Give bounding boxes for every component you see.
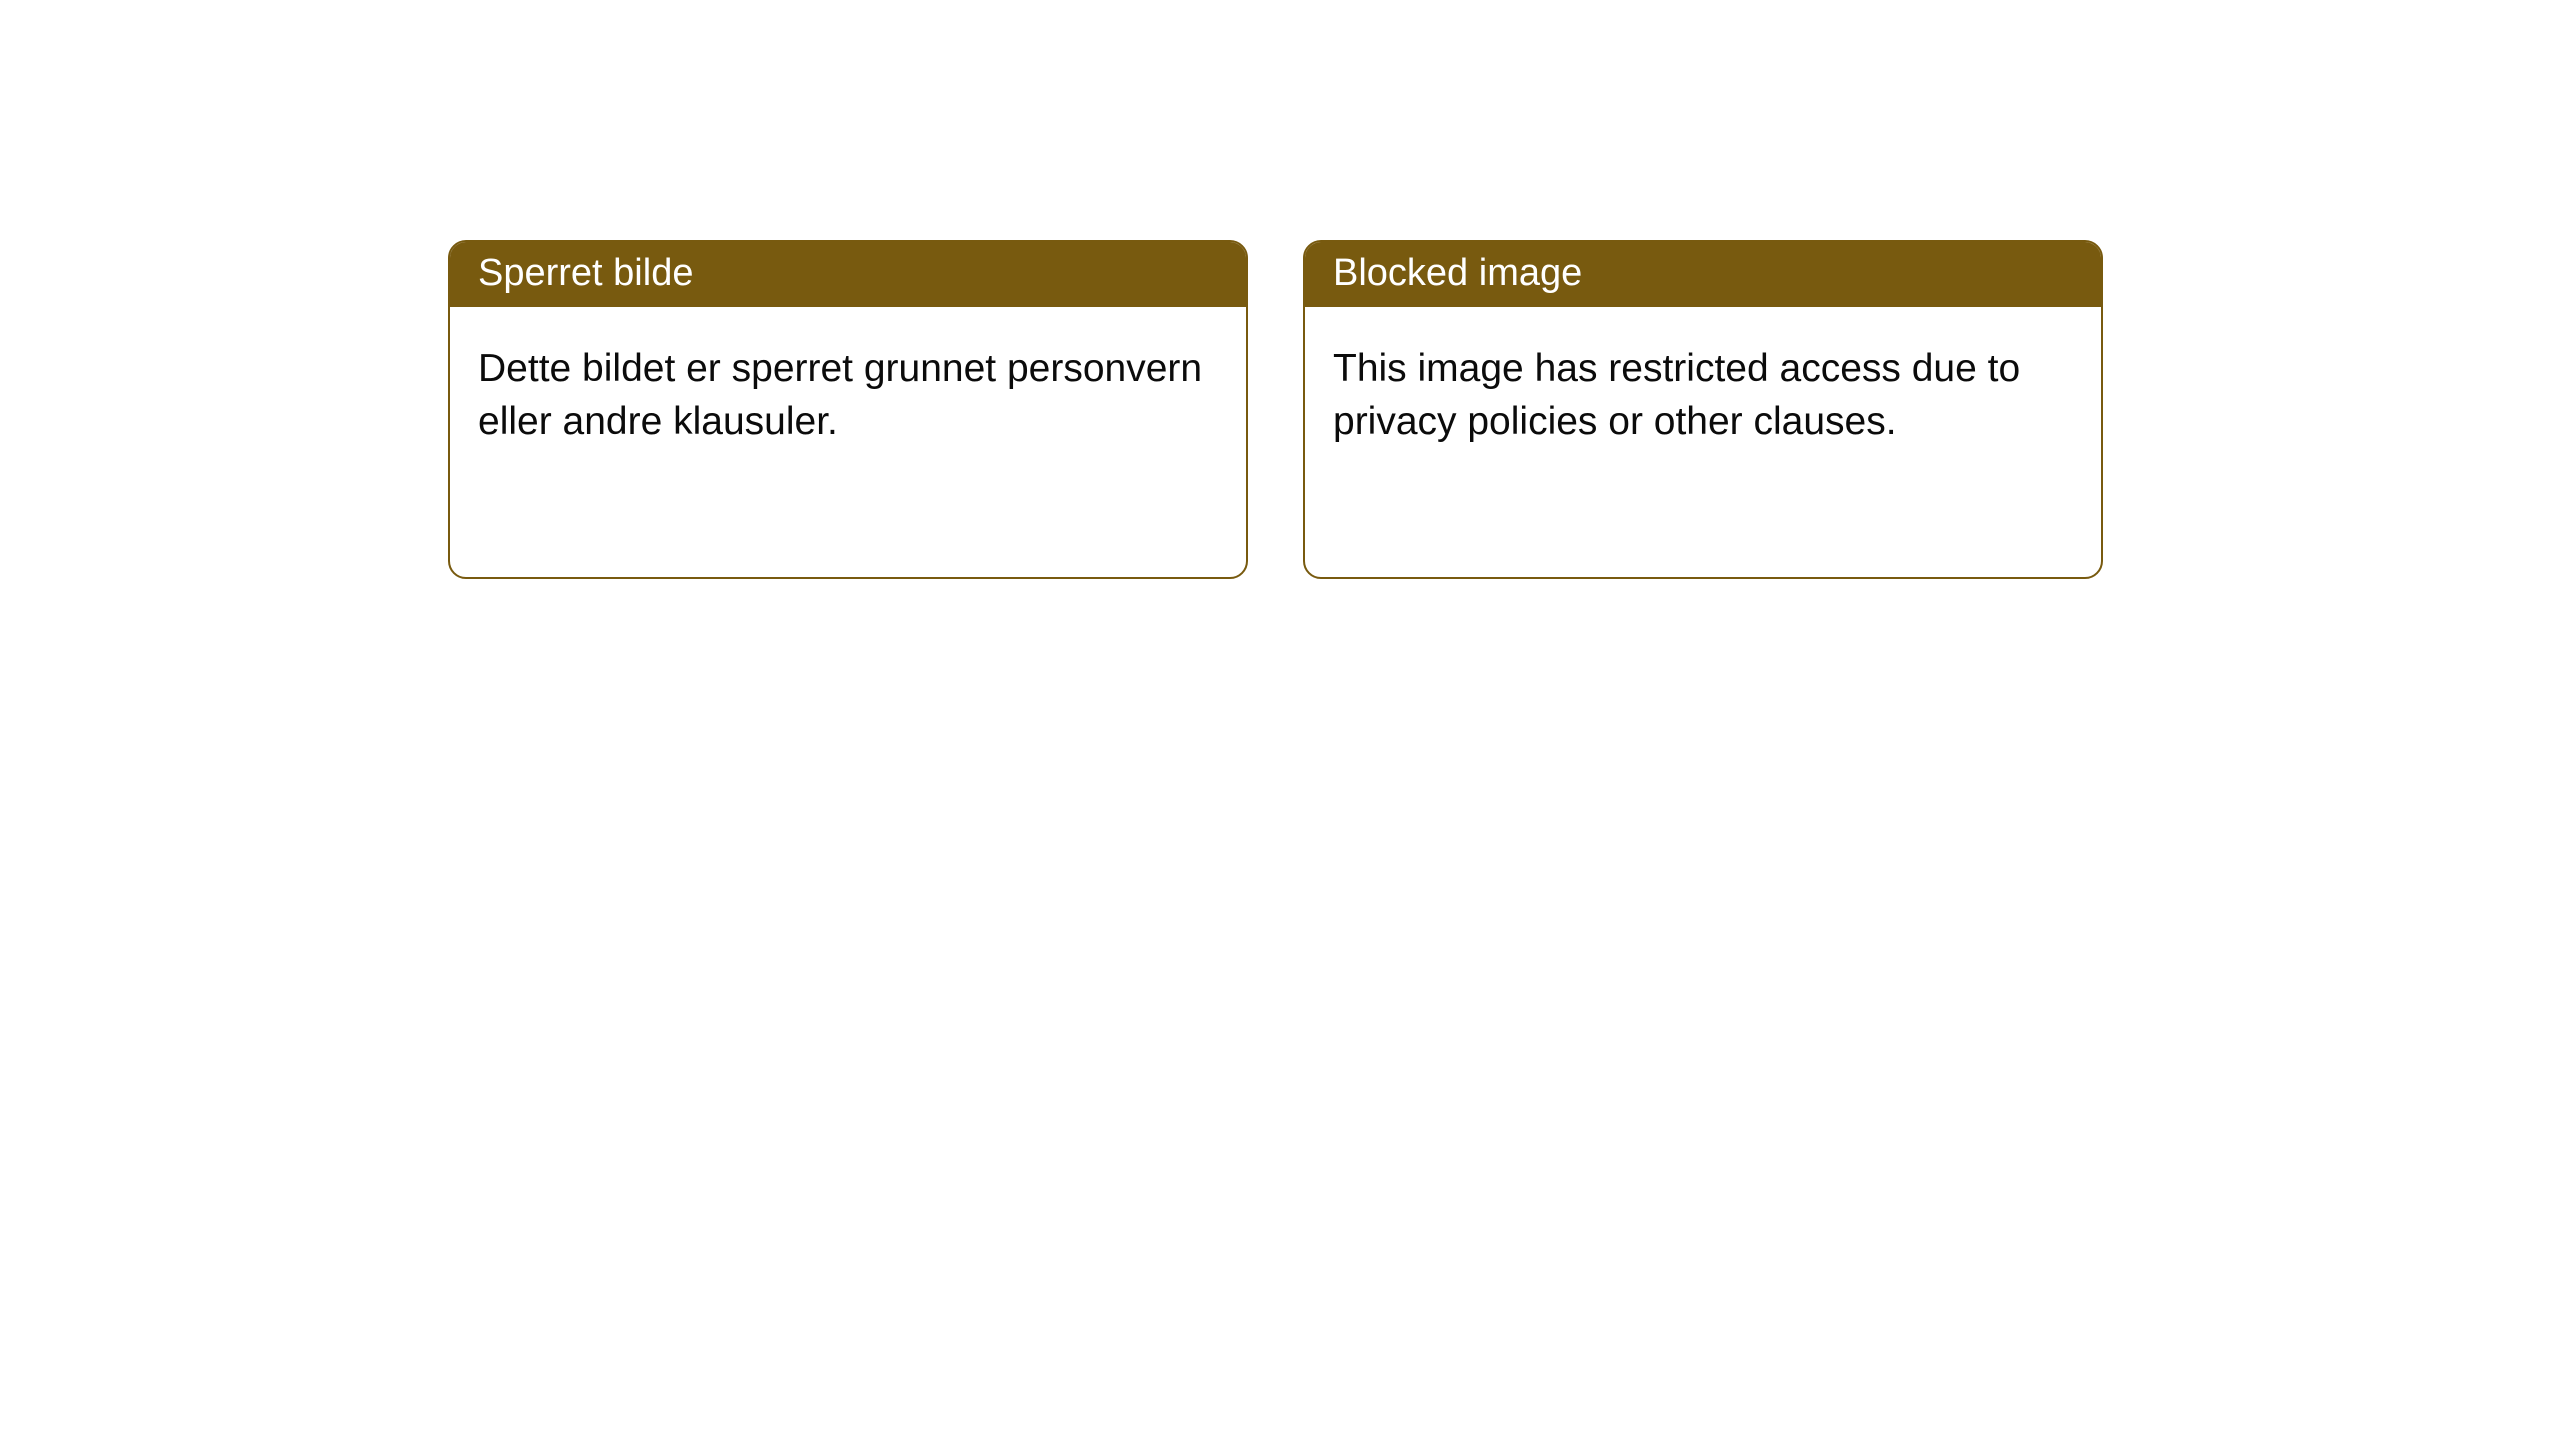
notice-cards-container: Sperret bilde Dette bildet er sperret gr…	[0, 0, 2560, 579]
card-body: Dette bildet er sperret grunnet personve…	[450, 307, 1246, 577]
notice-card-norwegian: Sperret bilde Dette bildet er sperret gr…	[448, 240, 1248, 579]
card-body: This image has restricted access due to …	[1305, 307, 2101, 577]
card-header: Sperret bilde	[450, 242, 1246, 307]
card-title: Sperret bilde	[478, 252, 693, 294]
card-header: Blocked image	[1305, 242, 2101, 307]
card-body-text: This image has restricted access due to …	[1333, 347, 2020, 443]
notice-card-english: Blocked image This image has restricted …	[1303, 240, 2103, 579]
card-title: Blocked image	[1333, 252, 1582, 294]
card-body-text: Dette bildet er sperret grunnet personve…	[478, 347, 1202, 443]
